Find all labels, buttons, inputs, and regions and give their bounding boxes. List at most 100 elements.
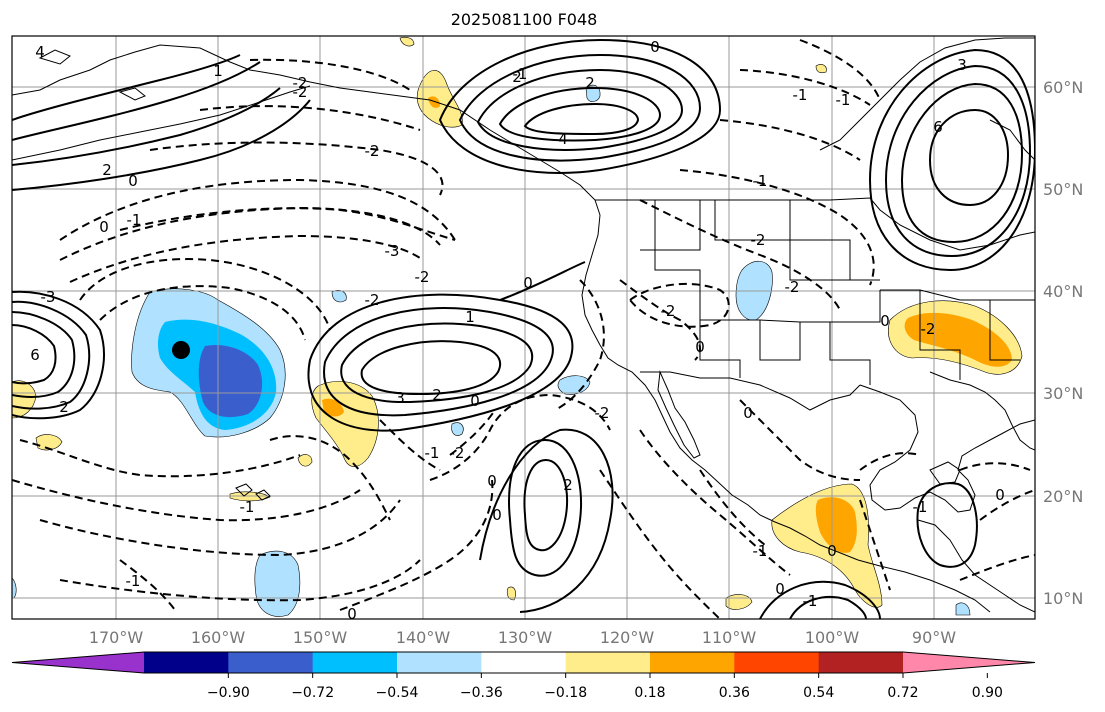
- lat-label: 40°N: [1043, 282, 1083, 301]
- colorbar-segment: [734, 652, 820, 673]
- contour-label: -1: [753, 172, 768, 190]
- colorbar-tick-label: −0.36: [460, 685, 503, 701]
- contour-label: -2: [595, 404, 610, 422]
- contour-label: 2: [563, 476, 573, 494]
- colorbar-tick-label: −0.54: [376, 685, 419, 701]
- colorbar-tick-label: 0.18: [634, 685, 665, 701]
- colorbar-ticks: −0.90 −0.72 −0.54 −0.36 −0.18 0.18 0.36 0.54 0.7…: [207, 673, 1003, 701]
- contour-label: 4: [558, 130, 568, 148]
- colorbar-segment: [818, 652, 904, 673]
- contour-label: -1: [913, 498, 928, 516]
- contour-label: 0: [128, 172, 138, 190]
- coastline: [929, 461, 961, 485]
- colorbar-tick-label: 0.36: [719, 685, 750, 701]
- map-frame: [11, 35, 1036, 620]
- colorbar-tick-label: −0.72: [291, 685, 334, 701]
- contour-label: 0: [880, 312, 890, 330]
- contour-label: 0: [492, 506, 502, 524]
- lon-label: 150°W: [293, 628, 348, 647]
- coastline: [929, 371, 1035, 451]
- contour-label: 2: [585, 74, 595, 92]
- contour-label: -2: [415, 268, 430, 286]
- contour-label: -3: [41, 288, 56, 306]
- positive-anomaly-medium: [815, 497, 857, 553]
- contour-label: 0: [470, 392, 480, 410]
- colorbar-segments: [11, 651, 1036, 674]
- lon-label: 110°W: [702, 628, 757, 647]
- contour-label: 2: [102, 161, 112, 179]
- contour-label: -1: [753, 542, 768, 560]
- contour-label: 1: [465, 308, 475, 326]
- lat-label: 10°N: [1043, 589, 1083, 608]
- contour-label: -1: [793, 86, 808, 104]
- coastlines-and-borders: [12, 37, 1035, 613]
- contour-label: -3: [385, 242, 400, 260]
- contour-label: -1: [240, 498, 255, 516]
- lat-label: 60°N: [1043, 78, 1083, 97]
- positive-anomaly-light: [35, 434, 63, 451]
- colorbar-tick-label: −0.18: [544, 685, 587, 701]
- colorbar-tick-label: 0.54: [803, 685, 834, 701]
- positive-anomaly-light: [297, 454, 313, 467]
- contour-label: 3: [957, 56, 967, 74]
- contour-label: 0: [487, 472, 497, 490]
- contour-label: -1: [513, 65, 528, 83]
- coastline: [12, 85, 311, 161]
- contour-label: -2: [365, 291, 380, 309]
- lon-label: 100°W: [805, 628, 860, 647]
- colorbar-tick-label: −0.90: [207, 685, 250, 701]
- lat-label: 30°N: [1043, 384, 1083, 403]
- contour-label: 0: [743, 404, 753, 422]
- colorbar-segment: [397, 652, 482, 673]
- contour-label: -2: [365, 142, 380, 160]
- contour-label: 2: [59, 398, 69, 416]
- contour-label: 0: [695, 338, 705, 356]
- colorbar-outline: [11, 651, 1036, 674]
- contour-label: -1: [803, 592, 818, 610]
- colorbar-tick-label: 0.72: [887, 685, 918, 701]
- contour-label: 4: [35, 43, 45, 61]
- state-border: [714, 200, 880, 281]
- lon-label: 120°W: [600, 628, 655, 647]
- negative-anomaly-light: [254, 550, 301, 617]
- state-border: [789, 200, 851, 280]
- coastline: [235, 483, 253, 497]
- coastline: [657, 370, 701, 459]
- map-panel: 4 2 0 -2 -2 0 -1 -3 -2 -2 0 1 3 2 -1 2 4…: [11, 35, 1036, 620]
- coastline: [12, 44, 601, 216]
- figure-title: 2025081100 F048: [451, 10, 598, 29]
- positive-anomaly-light: [506, 586, 516, 601]
- contour-label: -2: [450, 444, 465, 462]
- longitude-labels: 170°W 160°W 150°W 140°W 130°W 120°W 110°…: [89, 628, 956, 647]
- contour-label: 0: [995, 486, 1005, 504]
- contour-label: 0: [99, 218, 109, 236]
- contour-label: -2: [921, 320, 936, 338]
- colorbar-segment: [650, 652, 735, 673]
- colorbar-segment: [312, 652, 398, 673]
- lat-label: 20°N: [1043, 487, 1083, 506]
- storm-center-marker: [172, 341, 190, 359]
- lat-label: 50°N: [1043, 180, 1083, 199]
- coastline: [255, 489, 271, 501]
- contour-label: -2: [785, 278, 800, 296]
- state-border: [699, 320, 741, 378]
- positive-anomaly-light: [815, 64, 827, 74]
- colorbar: −0.90 −0.72 −0.54 −0.36 −0.18 0.18 0.36 0.54 0.7…: [11, 651, 1036, 701]
- country-border: [640, 371, 861, 411]
- contour-label: 6: [933, 118, 943, 136]
- contour-label: 0: [775, 580, 785, 598]
- coastline: [581, 214, 991, 613]
- colorbar-segment: [565, 652, 651, 673]
- state-border: [880, 289, 1035, 301]
- negative-anomaly-strong: [198, 344, 263, 418]
- state-border: [829, 322, 871, 385]
- colorbar-segment: [144, 652, 229, 673]
- state-border: [989, 300, 1020, 361]
- contour-label: 2: [432, 386, 442, 404]
- colorbar-tick-label: 0.90: [972, 685, 1003, 701]
- latitude-labels: 60°N 50°N 40°N 30°N 20°N 10°N: [1043, 78, 1083, 608]
- lon-label: 90°W: [912, 628, 956, 647]
- lon-label: 140°W: [396, 628, 451, 647]
- state-border: [640, 200, 701, 251]
